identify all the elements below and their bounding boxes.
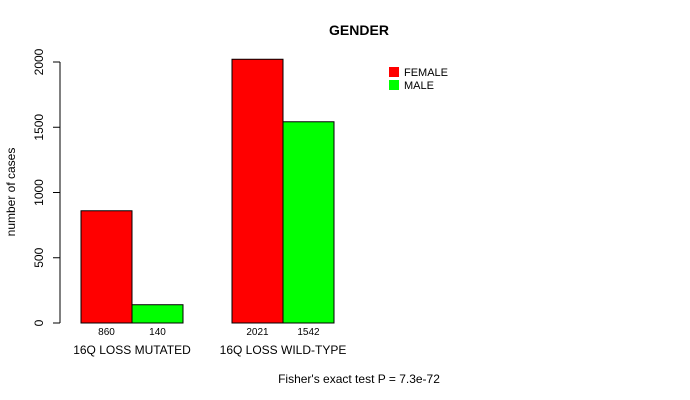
category-labels: 16Q LOSS MUTATED 16Q LOSS WILD-TYPE	[73, 343, 346, 357]
bar-value-label: 860	[98, 327, 115, 338]
chart-title: GENDER	[329, 22, 389, 38]
y-tick-label: 0	[32, 319, 46, 326]
y-tick-label: 1000	[32, 179, 46, 206]
legend-label-male: MALE	[404, 80, 434, 92]
fisher-test-footnote: Fisher's exact test P = 7.3e-72	[278, 372, 440, 386]
category-label: 16Q LOSS MUTATED	[73, 343, 191, 357]
legend-label-female: FEMALE	[404, 67, 448, 79]
bar-female-1	[80, 210, 133, 324]
legend-swatch-female	[389, 67, 399, 77]
y-axis: 0 500 1000 1500 2000	[32, 48, 61, 326]
bar-value-label: 1542	[297, 327, 320, 338]
bar-value-labels: 860 140 2021 1542	[98, 327, 320, 338]
y-tick-label: 2000	[32, 48, 46, 75]
bar-male-1	[131, 304, 184, 324]
y-tick-label: 1500	[32, 114, 46, 141]
y-tick-label: 500	[32, 247, 46, 267]
bar-female-2	[231, 58, 284, 324]
bar-value-label: 2021	[246, 327, 269, 338]
category-label: 16Q LOSS WILD-TYPE	[220, 343, 347, 357]
bar-male-2	[282, 121, 335, 324]
legend-swatch-male	[389, 80, 399, 90]
y-axis-label: number of cases	[4, 148, 18, 237]
bars	[80, 58, 335, 324]
bar-value-label: 140	[149, 327, 166, 338]
